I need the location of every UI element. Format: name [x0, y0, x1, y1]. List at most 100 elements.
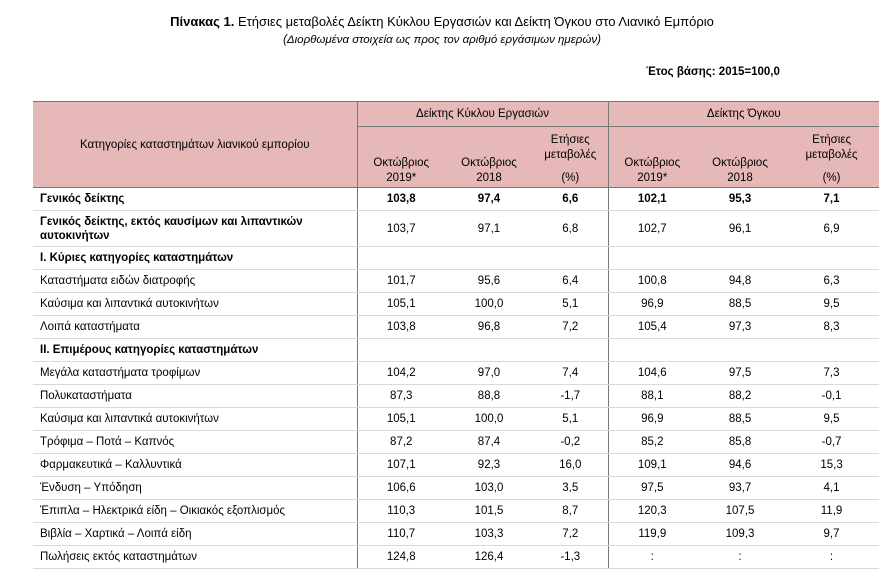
cell-value: 93,7 [696, 476, 785, 500]
cell-value: 85,2 [607, 430, 697, 454]
row-label: Καύσιμα και λιπαντικά αυτοκινήτων [33, 407, 357, 431]
cell-value: -0,2 [533, 430, 609, 454]
cell-value: 107,1 [356, 453, 445, 477]
table-row: Καταστήματα ειδών διατροφής 101,7 95,6 6,4 1… [33, 269, 880, 293]
cell-value: 97,4 [445, 187, 533, 211]
table-row: Πωλήσεις εκτός καταστημάτων 124,8 126,4 -1,… [33, 545, 880, 569]
col-change-volume: Ετήσιες μεταβολές [784, 126, 880, 169]
col-change-word1: Ετήσιες [550, 134, 590, 146]
cell-value: 105,4 [607, 315, 697, 339]
table-row: Φαρμακευτικά – Καλλυντικά 107,1 92,3 16,0 10… [33, 453, 880, 477]
table-row: Γενικός δείκτης 103,8 97,4 6,6 102,1 95,3 7,1 [33, 187, 880, 211]
cell-value: 9,5 [784, 407, 880, 431]
cell-value [696, 246, 785, 270]
col-month-2019-volume: Οκτώβριος [607, 126, 697, 169]
cell-value: 96,8 [445, 315, 533, 339]
table-row: Βιβλία – Χαρτικά – Λοιπά είδη 110,7 103,3 7… [33, 522, 880, 546]
cell-value: 94,6 [696, 453, 785, 477]
cell-value: 6,9 [784, 210, 880, 247]
table-row: Λοιπά καταστήματα 103,8 96,8 7,2 105,4 97,3 8,… [33, 315, 880, 339]
cell-value: 96,9 [607, 407, 697, 431]
col-change-unit-volume: (%) [784, 169, 880, 188]
cell-value: 100,8 [607, 269, 697, 293]
cell-value [445, 338, 533, 362]
cell-value: 6,8 [533, 210, 609, 247]
category-header: Κατηγορίες καταστημάτων λιανικού εμπορίο… [33, 101, 357, 188]
cell-value: 88,5 [696, 407, 785, 431]
cell-value: 88,1 [607, 384, 697, 408]
row-label: Ι. Κύριες κατηγορίες καταστημάτων [33, 246, 357, 270]
cell-value [356, 338, 445, 362]
cell-value: 87,3 [356, 384, 445, 408]
cell-value: 105,1 [356, 292, 445, 316]
title-text: Ετήσιες μεταβολές Δείκτη Κύκλου Εργασιών… [234, 14, 714, 29]
table-number: Πίνακας 1. [170, 14, 235, 29]
cell-value: 110,3 [356, 499, 445, 523]
cell-value: 11,9 [784, 499, 880, 523]
cell-value: 126,4 [445, 545, 533, 569]
cell-value: 5,1 [533, 407, 609, 431]
table-row: Καύσιμα και λιπαντικά αυτοκινήτων 105,1 10… [33, 292, 880, 316]
cell-value: 4,1 [784, 476, 880, 500]
cell-value: 120,3 [607, 499, 697, 523]
table-row: Ι. Κύριες κατηγορίες καταστημάτων [33, 246, 880, 270]
col-change-word2: μεταβολές [544, 149, 597, 161]
cell-value [784, 338, 880, 362]
group-turnover-header: Δείκτης Κύκλου Εργασιών [356, 101, 609, 127]
col-year-2018-turnover: 2018 [445, 169, 533, 188]
cell-value: 6,3 [784, 269, 880, 293]
cell-value: 95,6 [445, 269, 533, 293]
cell-value: 88,8 [445, 384, 533, 408]
cell-value: 88,2 [696, 384, 785, 408]
row-label: Γενικός δείκτης, εκτός καυσίμων και λιπα… [33, 210, 357, 247]
cell-value: 101,7 [356, 269, 445, 293]
cell-value: 109,1 [607, 453, 697, 477]
table-row: Πολυκαταστήματα 87,3 88,8 -1,7 88,1 88,2 -0,1 [33, 384, 880, 408]
col-month-2018-volume: Οκτώβριος [696, 126, 785, 169]
col-change-turnover: Ετήσιες μεταβολές [533, 126, 609, 169]
row-label: Βιβλία – Χαρτικά – Λοιπά είδη [33, 522, 357, 546]
col-change-word2: μεταβολές [805, 149, 858, 161]
cell-value: 103,8 [356, 315, 445, 339]
table-row: Τρόφιμα – Ποτά – Καπνός 87,2 87,4 -0,2 85,2 8… [33, 430, 880, 454]
cell-value: 106,6 [356, 476, 445, 500]
cell-value: 96,9 [607, 292, 697, 316]
table-title: Πίνακας 1. Ετήσιες μεταβολές Δείκτη Κύκλ… [0, 14, 884, 29]
cell-value: 6,6 [533, 187, 609, 211]
cell-value: 101,5 [445, 499, 533, 523]
col-year-2019-turnover: 2019* [356, 169, 445, 188]
table-row: Γενικός δείκτης, εκτός καυσίμων και λιπα… [33, 210, 880, 247]
row-label: Φαρμακευτικά – Καλλυντικά [33, 453, 357, 477]
table-subtitle: (Διορθωμένα στοιχεία ως προς τον αριθμό … [283, 34, 601, 46]
cell-value: 6,4 [533, 269, 609, 293]
cell-value: 9,7 [784, 522, 880, 546]
cell-value: -0,1 [784, 384, 880, 408]
cell-value: 16,0 [533, 453, 609, 477]
cell-value: 95,3 [696, 187, 785, 211]
cell-value: 7,1 [784, 187, 880, 211]
table-row: Ένδυση – Υπόδηση 106,6 103,0 3,5 97,5 93,7 4,1 [33, 476, 880, 500]
row-label: Μεγάλα καταστήματα τροφίμων [33, 361, 357, 385]
cell-value: 97,3 [696, 315, 785, 339]
cell-value: 119,9 [607, 522, 697, 546]
cell-value: 103,8 [356, 187, 445, 211]
cell-value: 97,5 [696, 361, 785, 385]
cell-value: 9,5 [784, 292, 880, 316]
cell-value: 8,7 [533, 499, 609, 523]
cell-value: 104,6 [607, 361, 697, 385]
cell-value: 87,2 [356, 430, 445, 454]
group-volume-header: Δείκτης Όγκου [607, 101, 880, 127]
cell-value: 96,1 [696, 210, 785, 247]
cell-value: 103,0 [445, 476, 533, 500]
cell-value [533, 246, 609, 270]
cell-value: : [784, 545, 880, 569]
cell-value: 7,2 [533, 522, 609, 546]
row-label: Τρόφιμα – Ποτά – Καπνός [33, 430, 357, 454]
cell-value: 88,5 [696, 292, 785, 316]
col-change-word1: Ετήσιες [812, 134, 851, 146]
cell-value: 94,8 [696, 269, 785, 293]
cell-value: 8,3 [784, 315, 880, 339]
cell-value: 100,0 [445, 407, 533, 431]
base-year: Έτος βάσης: 2015=100,0 [646, 66, 780, 78]
cell-value: : [607, 545, 697, 569]
